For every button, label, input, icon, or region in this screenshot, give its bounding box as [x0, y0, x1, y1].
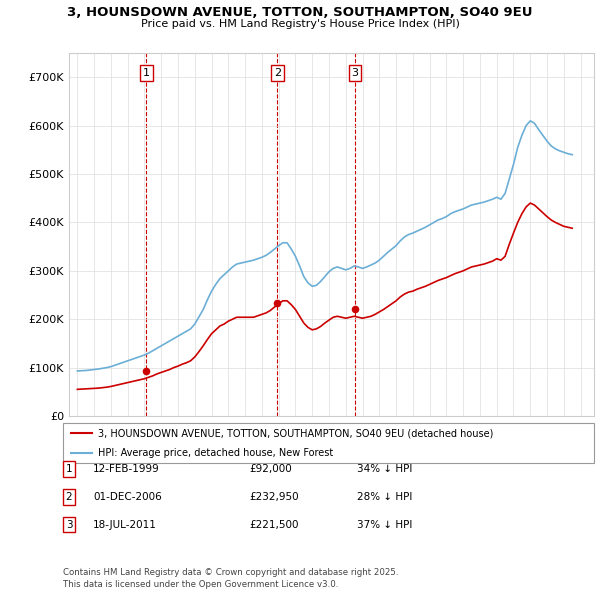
Text: £221,500: £221,500 [249, 520, 299, 529]
Text: 37% ↓ HPI: 37% ↓ HPI [357, 520, 412, 529]
Point [142, 367, 151, 376]
Text: 2: 2 [65, 492, 73, 502]
Point [350, 304, 359, 313]
Text: 3: 3 [65, 520, 73, 529]
Text: 18-JUL-2011: 18-JUL-2011 [93, 520, 157, 529]
Text: 01-DEC-2006: 01-DEC-2006 [93, 492, 162, 502]
Text: 28% ↓ HPI: 28% ↓ HPI [357, 492, 412, 502]
Text: 1: 1 [143, 68, 150, 78]
Text: 3, HOUNSDOWN AVENUE, TOTTON, SOUTHAMPTON, SO40 9EU: 3, HOUNSDOWN AVENUE, TOTTON, SOUTHAMPTON… [67, 6, 533, 19]
Text: £92,000: £92,000 [249, 464, 292, 474]
Text: 12-FEB-1999: 12-FEB-1999 [93, 464, 160, 474]
Text: Price paid vs. HM Land Registry's House Price Index (HPI): Price paid vs. HM Land Registry's House … [140, 19, 460, 29]
Text: £232,950: £232,950 [249, 492, 299, 502]
Text: HPI: Average price, detached house, New Forest: HPI: Average price, detached house, New … [98, 448, 333, 458]
Text: 34% ↓ HPI: 34% ↓ HPI [357, 464, 412, 474]
Text: 1: 1 [65, 464, 73, 474]
Text: 2: 2 [274, 68, 281, 78]
Point [272, 299, 282, 308]
Text: Contains HM Land Registry data © Crown copyright and database right 2025.
This d: Contains HM Land Registry data © Crown c… [63, 568, 398, 589]
Text: 3, HOUNSDOWN AVENUE, TOTTON, SOUTHAMPTON, SO40 9EU (detached house): 3, HOUNSDOWN AVENUE, TOTTON, SOUTHAMPTON… [98, 428, 493, 438]
Text: 3: 3 [352, 68, 358, 78]
